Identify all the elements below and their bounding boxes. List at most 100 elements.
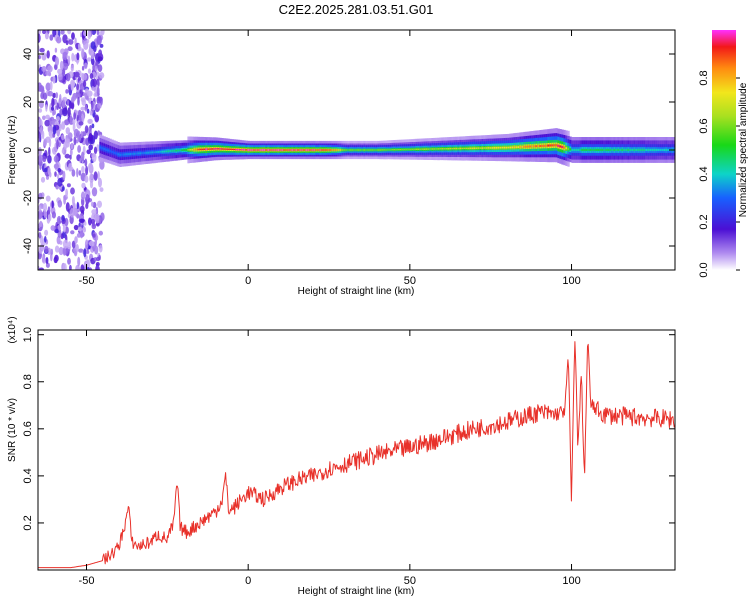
noise-speck bbox=[50, 225, 56, 231]
noise-speck bbox=[83, 80, 87, 88]
noise-speck bbox=[90, 101, 94, 109]
noise-speck bbox=[97, 130, 101, 136]
band-cell bbox=[287, 149, 290, 151]
band-cell bbox=[457, 147, 460, 150]
band-cell bbox=[601, 148, 604, 152]
noise-speck bbox=[97, 200, 102, 208]
band-cell bbox=[529, 145, 532, 148]
band-cell bbox=[597, 148, 600, 152]
band-cell bbox=[411, 148, 414, 150]
noise-speck bbox=[65, 40, 69, 46]
noise-speck bbox=[74, 71, 80, 78]
band-cell bbox=[517, 146, 520, 148]
band-cell bbox=[187, 149, 190, 151]
band-cell bbox=[505, 146, 508, 149]
band-cell bbox=[667, 148, 670, 152]
noise-speck bbox=[54, 64, 58, 70]
band-cell bbox=[367, 149, 370, 151]
noise-speck bbox=[77, 256, 81, 267]
band-cell bbox=[333, 149, 336, 151]
band-cell bbox=[325, 149, 328, 151]
band-cell bbox=[443, 148, 446, 150]
noise-speck bbox=[54, 258, 58, 264]
noise-speck bbox=[88, 240, 95, 247]
noise-speck bbox=[48, 130, 52, 137]
colorbar-ticks: 0.0 0.2 0.4 0.6 0.8 bbox=[698, 70, 740, 278]
band-cell bbox=[235, 148, 238, 151]
band-cell bbox=[211, 148, 214, 150]
band-cell bbox=[425, 148, 428, 150]
noise-speck bbox=[71, 195, 75, 206]
band-cell bbox=[511, 146, 514, 149]
noise-speck bbox=[47, 206, 51, 215]
x-tick-label: 100 bbox=[562, 575, 580, 587]
band-cell bbox=[149, 151, 152, 154]
band-cell bbox=[589, 148, 592, 152]
band-cell bbox=[437, 148, 440, 150]
noise-speck bbox=[44, 119, 50, 127]
noise-speck bbox=[41, 89, 45, 94]
band-cell bbox=[633, 148, 636, 152]
noise-speck bbox=[86, 95, 89, 101]
band-cell bbox=[315, 149, 318, 151]
noise-speck bbox=[51, 106, 54, 111]
band-cell bbox=[319, 149, 322, 151]
colorbar-tick-label: 0.4 bbox=[698, 166, 710, 181]
noise-speck bbox=[70, 230, 75, 235]
band-cell bbox=[531, 145, 534, 148]
noise-speck bbox=[71, 95, 77, 102]
band-cell bbox=[165, 150, 168, 153]
spectrogram-plot-area bbox=[38, 30, 675, 270]
band-cell bbox=[393, 149, 396, 151]
noise-speck bbox=[62, 224, 66, 233]
band-cell bbox=[383, 149, 386, 151]
noise-speck bbox=[93, 130, 98, 140]
band-cell bbox=[663, 148, 666, 152]
noise-speck bbox=[55, 185, 59, 190]
band-cell bbox=[239, 149, 242, 151]
band-cell bbox=[163, 150, 166, 153]
band-cell bbox=[345, 149, 348, 151]
noise-speck bbox=[38, 55, 41, 60]
noise-speck bbox=[88, 144, 93, 151]
noise-speck bbox=[56, 173, 60, 179]
band-cell bbox=[387, 149, 390, 151]
band-cell bbox=[489, 147, 492, 149]
noise-speck bbox=[57, 68, 63, 75]
noise-speck bbox=[98, 177, 102, 188]
band-cell bbox=[145, 151, 148, 154]
band-cell bbox=[491, 147, 494, 149]
noise-speck bbox=[80, 32, 83, 38]
y-tick-label: 0.6 bbox=[22, 421, 34, 436]
noise-speck bbox=[96, 30, 100, 36]
band-cell bbox=[271, 149, 274, 151]
band-cell bbox=[205, 148, 208, 150]
band-cell bbox=[317, 149, 320, 151]
noise-speck bbox=[91, 209, 97, 215]
noise-speck bbox=[79, 205, 85, 213]
noise-speck bbox=[81, 65, 85, 71]
noise-speck bbox=[52, 75, 56, 84]
snr-y-label: SNR (10 * v/v) bbox=[7, 398, 18, 462]
band-cell bbox=[101, 147, 104, 150]
x-tick-label: 50 bbox=[404, 575, 416, 587]
noise-speck bbox=[76, 91, 81, 99]
noise-speck bbox=[68, 39, 74, 45]
band-cell bbox=[109, 150, 112, 153]
noise-speck bbox=[76, 130, 81, 137]
noise-speck bbox=[57, 177, 63, 187]
band-cell bbox=[545, 144, 548, 147]
noise-speck bbox=[89, 73, 94, 79]
noise-speck bbox=[65, 188, 68, 198]
band-cell bbox=[329, 149, 332, 151]
band-cell bbox=[223, 148, 226, 150]
band-cell bbox=[397, 149, 400, 151]
band-cell bbox=[493, 147, 496, 149]
noise-speck bbox=[81, 48, 85, 59]
noise-speck bbox=[64, 153, 71, 159]
band-cell bbox=[243, 149, 246, 151]
noise-speck bbox=[91, 85, 97, 91]
noise-speck bbox=[98, 72, 105, 79]
band-cell bbox=[297, 149, 300, 151]
noise-speck bbox=[67, 244, 72, 250]
